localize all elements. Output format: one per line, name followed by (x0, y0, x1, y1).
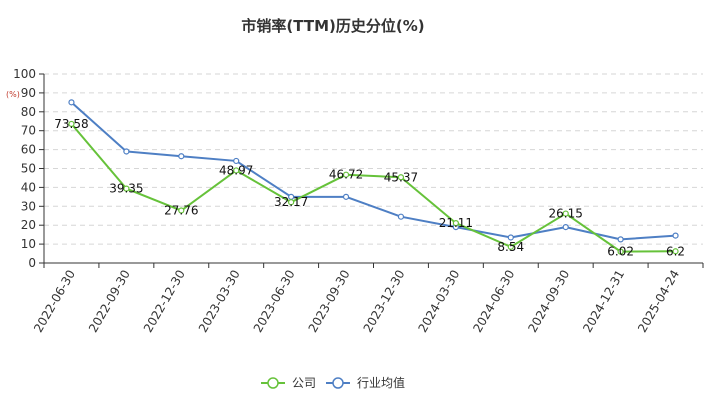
x-axis-ticks: 2022-06-30 2022-09-30 2022-12-30 2023-03-30… (31, 263, 704, 335)
data-point[interactable] (68, 120, 75, 128)
data-label: 26.15 (549, 207, 583, 221)
data-label: 45.37 (384, 170, 418, 184)
y-tick-label: 30 (21, 199, 36, 213)
data-label: 8.54 (497, 240, 524, 254)
data-point[interactable] (617, 236, 624, 243)
data-point[interactable] (507, 234, 514, 241)
x-tick-label: 2024-03-30 (415, 268, 462, 335)
data-point[interactable] (178, 153, 185, 160)
legend-label: 公司 (292, 376, 316, 390)
data-point[interactable] (342, 193, 350, 200)
x-tick-label: 2023-12-30 (361, 268, 408, 335)
data-label: 39.35 (109, 182, 143, 196)
y-tick-label: 10 (21, 237, 36, 251)
y-tick-label: 40 (21, 180, 36, 194)
data-point[interactable] (68, 99, 75, 106)
y-axis-unit-label: (%) (6, 90, 20, 99)
x-tick-label: 2024-12-31 (580, 268, 627, 335)
data-labels: 73.58 39.35 27.76 48.97 32.17 46.72 45.37 21.11… (54, 117, 685, 259)
data-point[interactable] (123, 185, 130, 192)
x-tick-label: 2022-12-30 (141, 268, 188, 335)
x-tick-label: 2023-09-30 (306, 268, 353, 335)
data-point[interactable] (562, 210, 569, 217)
series-layer (68, 99, 679, 255)
x-tick-label: 2022-06-30 (31, 268, 78, 335)
data-label: 46.72 (329, 168, 363, 182)
data-point[interactable] (672, 232, 679, 239)
x-tick-label: 2023-03-30 (196, 268, 243, 335)
data-point[interactable] (123, 148, 130, 155)
x-tick-label: 2024-06-30 (470, 268, 517, 335)
data-label: 73.58 (54, 117, 88, 131)
data-point[interactable] (617, 248, 624, 255)
y-tick-label: 60 (21, 143, 36, 157)
data-point[interactable] (452, 220, 459, 227)
legend-item[interactable]: 行业均值 (326, 375, 405, 390)
y-tick-label: 90 (21, 86, 36, 100)
y-axis-ticks: 0 10 20 30 40 50 60 70 80 90 100 (13, 67, 44, 270)
legend-label: 行业均值 (357, 375, 405, 390)
legend[interactable]: 公司 行业均值 (261, 375, 405, 390)
x-tick-label: 2025-04-24 (635, 268, 682, 335)
data-label: 48.97 (219, 163, 253, 177)
y-tick-label: 50 (21, 162, 36, 176)
data-point[interactable] (562, 223, 569, 231)
series-line (70, 101, 676, 241)
y-tick-label: 100 (13, 67, 36, 81)
data-point[interactable] (178, 207, 185, 214)
series-line (70, 123, 676, 253)
chart-title: 市销率(TTM)历史分位(%) (241, 17, 424, 35)
x-tick-label: 2023-06-30 (251, 268, 298, 335)
data-point[interactable] (397, 174, 405, 181)
data-label: 32.17 (274, 195, 308, 209)
data-label: 6.2 (666, 244, 685, 258)
legend-marker (267, 377, 279, 389)
data-point[interactable] (233, 157, 240, 165)
legend-marker (332, 377, 344, 389)
data-point[interactable] (288, 199, 295, 206)
data-point[interactable] (397, 213, 405, 220)
data-point[interactable] (507, 243, 514, 250)
x-tick-label: 2024-09-30 (525, 268, 572, 335)
legend-item[interactable]: 公司 (261, 376, 316, 390)
x-tick-label: 2022-09-30 (86, 268, 133, 335)
data-point[interactable] (672, 248, 679, 255)
y-tick-label: 80 (21, 105, 36, 119)
data-label: 21.11 (439, 216, 473, 230)
y-tick-label: 20 (21, 218, 36, 232)
data-label: 6.02 (607, 245, 634, 259)
data-label: 27.76 (164, 204, 198, 218)
grid-lines (44, 73, 703, 245)
data-point[interactable] (233, 167, 240, 174)
y-tick-label: 70 (21, 124, 36, 138)
y-tick-label: 0 (28, 256, 36, 270)
data-point[interactable] (342, 171, 350, 178)
